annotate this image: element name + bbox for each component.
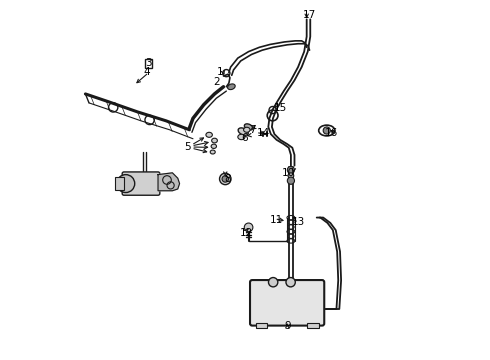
Circle shape (245, 223, 253, 231)
Text: 10: 10 (282, 168, 295, 178)
Ellipse shape (244, 127, 250, 132)
Circle shape (117, 175, 135, 193)
Ellipse shape (206, 132, 212, 137)
Text: 16: 16 (324, 129, 338, 138)
Text: 6: 6 (242, 133, 248, 143)
Ellipse shape (212, 138, 218, 143)
Ellipse shape (227, 84, 235, 90)
Text: 17: 17 (303, 10, 316, 20)
Text: 13: 13 (292, 217, 305, 227)
Text: 12: 12 (240, 228, 253, 238)
Polygon shape (158, 173, 179, 191)
Bar (307, 323, 318, 328)
Circle shape (286, 278, 295, 287)
Ellipse shape (238, 128, 248, 135)
FancyBboxPatch shape (122, 172, 160, 195)
Circle shape (269, 278, 278, 287)
Circle shape (288, 173, 294, 179)
Text: 11: 11 (270, 215, 283, 225)
Text: 3: 3 (145, 58, 151, 68)
Text: 4: 4 (143, 67, 149, 77)
Ellipse shape (211, 144, 217, 148)
Bar (146, 59, 152, 68)
Circle shape (220, 173, 231, 185)
Text: 14: 14 (257, 129, 270, 138)
Ellipse shape (245, 124, 253, 130)
Ellipse shape (238, 134, 245, 140)
Text: 15: 15 (273, 103, 287, 113)
Text: 2: 2 (213, 77, 220, 87)
FancyBboxPatch shape (250, 280, 324, 325)
Circle shape (287, 166, 294, 174)
Text: 5: 5 (184, 142, 191, 152)
Bar (256, 323, 267, 328)
Ellipse shape (210, 150, 215, 154)
Text: 9: 9 (284, 321, 291, 331)
Circle shape (222, 176, 228, 182)
Text: 1: 1 (217, 67, 223, 77)
Circle shape (323, 127, 330, 134)
Text: 8: 8 (224, 174, 230, 184)
Bar (115, 177, 124, 190)
Circle shape (287, 177, 294, 184)
Text: 7: 7 (249, 125, 255, 135)
